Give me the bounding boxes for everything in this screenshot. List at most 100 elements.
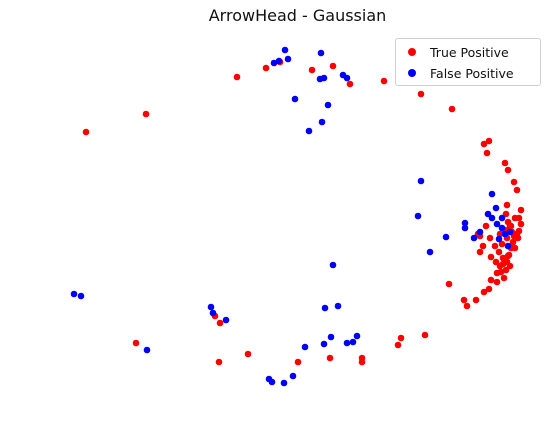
- point-false-positive-0: [281, 46, 289, 54]
- point-true-positive-7: [346, 80, 354, 88]
- point-false-positive-8: [343, 74, 351, 82]
- point-false-positive-38: [334, 302, 342, 310]
- point-true-positive-53: [505, 251, 513, 259]
- point-false-positive-44: [343, 339, 351, 347]
- point-true-positive-8: [380, 77, 388, 85]
- point-false-positive-7: [320, 74, 328, 82]
- point-true-positive-2: [233, 73, 241, 81]
- point-true-positive-28: [487, 276, 495, 284]
- point-false-positive-31: [501, 230, 509, 238]
- point-true-positive-68: [511, 244, 519, 252]
- point-true-positive-59: [500, 274, 508, 282]
- point-true-positive-65: [515, 214, 523, 222]
- point-false-positive-36: [209, 309, 217, 317]
- point-false-positive-2: [270, 59, 278, 67]
- point-true-positive-60: [493, 278, 501, 286]
- legend: True Positive False Positive: [395, 38, 541, 86]
- legend-item-false-positive: False Positive: [408, 64, 514, 82]
- point-true-positive-46: [502, 210, 510, 218]
- point-true-positive-66: [510, 232, 518, 240]
- point-false-positive-41: [143, 346, 151, 354]
- point-true-positive-49: [509, 238, 517, 246]
- point-true-positive-81: [421, 331, 429, 339]
- point-false-positive-40: [327, 333, 335, 341]
- point-false-positive-1: [317, 49, 325, 57]
- point-true-positive-57: [492, 258, 500, 266]
- point-true-positive-18: [503, 201, 511, 209]
- point-false-positive-43: [320, 340, 328, 348]
- point-true-positive-71: [216, 319, 224, 327]
- legend-marker-blue: [408, 69, 416, 77]
- point-true-positive-67: [506, 222, 514, 230]
- point-true-positive-12: [480, 140, 488, 148]
- point-false-positive-13: [417, 177, 425, 185]
- point-true-positive-6: [329, 62, 337, 70]
- point-true-positive-31: [472, 296, 480, 304]
- point-true-positive-36: [479, 242, 487, 250]
- point-false-positive-19: [461, 224, 469, 232]
- point-true-positive-32: [460, 296, 468, 304]
- point-true-positive-73: [244, 350, 252, 358]
- point-true-positive-11: [485, 137, 493, 145]
- point-true-positive-15: [504, 166, 512, 174]
- point-false-positive-26: [493, 220, 501, 228]
- point-false-positive-12: [305, 127, 313, 135]
- point-true-positive-34: [445, 280, 453, 288]
- point-false-positive-4: [284, 55, 292, 63]
- point-true-positive-79: [394, 341, 402, 349]
- point-false-positive-50: [289, 372, 297, 380]
- point-true-positive-19: [517, 206, 525, 214]
- point-true-positive-21: [517, 220, 525, 228]
- point-true-positive-74: [215, 358, 223, 366]
- point-true-positive-13: [483, 149, 491, 157]
- point-false-positive-49: [280, 379, 288, 387]
- point-true-positive-72: [132, 339, 140, 347]
- point-true-positive-56: [496, 262, 504, 270]
- legend-item-true-positive: True Positive: [408, 43, 509, 61]
- point-true-positive-16: [510, 178, 518, 186]
- legend-label-true-positive: True Positive: [430, 44, 509, 60]
- point-false-positive-11: [318, 118, 326, 126]
- point-true-positive-1: [142, 110, 150, 118]
- point-false-positive-22: [484, 210, 492, 218]
- point-true-positive-39: [476, 248, 484, 256]
- point-true-positive-76: [326, 354, 334, 362]
- point-true-positive-33: [463, 302, 471, 310]
- point-true-positive-44: [482, 222, 490, 230]
- point-false-positive-29: [495, 235, 503, 243]
- point-true-positive-55: [502, 266, 510, 274]
- point-false-positive-27: [506, 228, 514, 236]
- point-true-positive-40: [487, 253, 495, 261]
- point-true-positive-3: [262, 64, 270, 72]
- point-true-positive-0: [82, 128, 90, 136]
- point-false-positive-32: [329, 261, 337, 269]
- point-false-positive-20: [470, 234, 478, 242]
- point-true-positive-54: [506, 262, 514, 270]
- point-false-positive-21: [476, 228, 484, 236]
- chart-title: ArrowHead - Gaussian: [208, 6, 387, 25]
- point-false-positive-17: [426, 248, 434, 256]
- point-true-positive-78: [358, 358, 366, 366]
- point-true-positive-29: [485, 285, 493, 293]
- point-true-positive-30: [480, 288, 488, 296]
- point-false-positive-24: [488, 214, 496, 222]
- point-true-positive-75: [294, 358, 302, 366]
- point-false-positive-9: [291, 95, 299, 103]
- point-false-positive-25: [498, 214, 506, 222]
- point-true-positive-38: [491, 242, 499, 250]
- point-false-positive-15: [414, 212, 422, 220]
- point-true-positive-14: [501, 159, 509, 167]
- point-true-positive-10: [448, 105, 456, 113]
- point-false-positive-35: [207, 303, 215, 311]
- point-false-positive-3: [275, 57, 283, 65]
- point-false-positive-23: [492, 204, 500, 212]
- point-false-positive-37: [222, 316, 230, 324]
- point-false-positive-18: [461, 219, 469, 227]
- point-true-positive-42: [496, 230, 504, 238]
- point-false-positive-16: [442, 233, 450, 241]
- point-true-positive-37: [486, 234, 494, 242]
- point-true-positive-17: [513, 186, 521, 194]
- point-false-positive-10: [324, 101, 332, 109]
- point-true-positive-80: [397, 334, 405, 342]
